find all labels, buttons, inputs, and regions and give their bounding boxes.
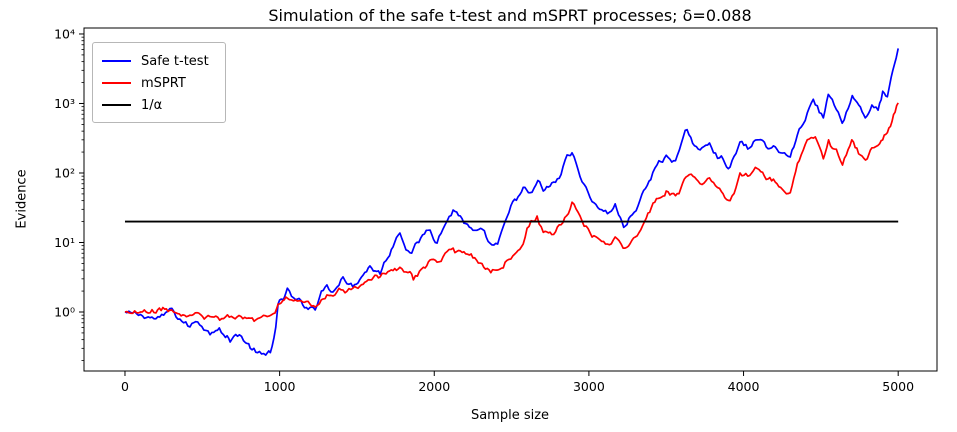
- x-tick-label: 1000: [264, 379, 296, 394]
- legend-label: Safe t-test: [141, 53, 209, 69]
- legend-line-swatch-red: [102, 82, 131, 84]
- y-tick-label: 10⁰: [54, 304, 75, 319]
- legend-entry-msprt: mSPRT: [102, 72, 215, 94]
- legend-box: Safe t-test mSPRT 1/α: [92, 42, 226, 123]
- legend-entry-safe-t-test: Safe t-test: [102, 50, 215, 72]
- legend-line-swatch-black: [102, 104, 131, 106]
- y-tick-label: 10³: [54, 96, 75, 111]
- legend-line-swatch-blue: [102, 60, 131, 62]
- y-tick-label: 10⁴: [54, 26, 75, 41]
- y-tick-label: 10²: [54, 165, 75, 180]
- x-tick-label: 5000: [882, 379, 914, 394]
- x-tick-label: 4000: [728, 379, 760, 394]
- legend-label: 1/α: [141, 97, 163, 113]
- series-line-safe-t-test: [124, 48, 900, 356]
- x-axis-label: Sample size: [470, 408, 550, 423]
- axes-spines: [83, 27, 938, 372]
- plot-area: [84, 28, 937, 371]
- y-tick-label: 10¹: [54, 235, 75, 250]
- x-tick-label: 3000: [573, 379, 605, 394]
- x-tick-label: 0: [121, 379, 129, 394]
- series-line-msprt: [124, 102, 899, 323]
- chart-title: Simulation of the safe t-test and mSPRT …: [268, 6, 752, 25]
- y-axis-label: Evidence: [14, 169, 30, 229]
- x-tick-label: 2000: [418, 379, 450, 394]
- legend-label: mSPRT: [141, 75, 186, 91]
- legend-entry-alpha: 1/α: [102, 94, 215, 116]
